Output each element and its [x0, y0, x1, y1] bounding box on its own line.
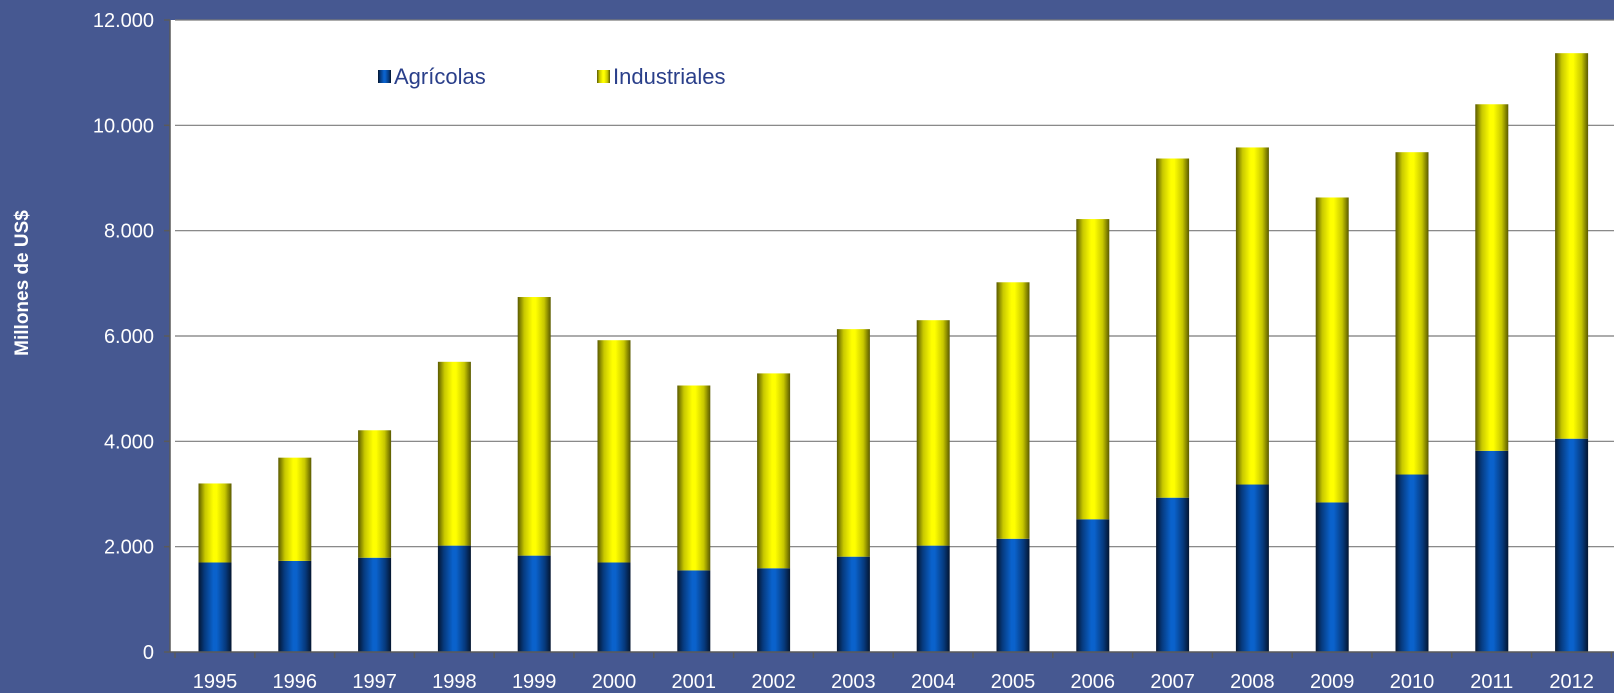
bar-agricolas-2002	[757, 568, 791, 652]
y-tick-label-3: 6.000	[104, 326, 154, 348]
x-tick-label-2004: 2004	[911, 671, 956, 693]
bar-agricolas-2004	[916, 545, 950, 652]
bar-industriales-2004	[916, 320, 950, 546]
bar-industriales-2005	[996, 282, 1030, 539]
x-tick-label-2002: 2002	[751, 671, 796, 693]
bar-industriales-2001	[677, 385, 711, 571]
legend-label-agricolas: Agrícolas	[394, 64, 486, 89]
bar-industriales-2002	[757, 373, 791, 569]
x-tick-label-2007: 2007	[1150, 671, 1195, 693]
x-tick-label-2008: 2008	[1230, 671, 1275, 693]
bar-agricolas-1998	[437, 545, 471, 652]
x-tick-label-1999: 1999	[512, 671, 557, 693]
bar-agricolas-2012	[1555, 438, 1589, 652]
x-tick-label-2000: 2000	[592, 671, 637, 693]
x-tick-label-2011: 2011	[1470, 671, 1513, 693]
bar-industriales-1995	[198, 483, 232, 563]
bar-agricolas-2011	[1475, 450, 1509, 652]
x-tick-label-1996: 1996	[273, 671, 318, 693]
bar-industriales-2003	[836, 329, 870, 557]
x-tick-label-2005: 2005	[991, 671, 1036, 693]
legend: Agrícolas Industriales	[378, 64, 726, 89]
bar-industriales-1999	[517, 297, 551, 556]
y-tick-label-0: 0	[143, 642, 154, 664]
x-tick-label-1998: 1998	[432, 671, 477, 693]
bar-industriales-1996	[278, 457, 312, 561]
bar-agricolas-2006	[1076, 519, 1110, 652]
x-tick-label-2001: 2001	[672, 671, 717, 693]
gridlines	[175, 19, 1614, 548]
bar-agricolas-2003	[836, 556, 870, 652]
bar-agricolas-1995	[198, 562, 232, 652]
bar-agricolas-1999	[517, 555, 551, 652]
bar-agricolas-1996	[278, 560, 312, 652]
y-tick-label-4: 8.000	[104, 221, 154, 243]
x-tick-label-2009: 2009	[1310, 671, 1355, 693]
bar-industriales-2007	[1156, 158, 1190, 498]
y-tick-label-6: 12.000	[93, 10, 154, 32]
bar-industriales-2009	[1315, 197, 1349, 503]
legend-swatch-industriales	[597, 70, 610, 83]
legend-swatch-agricolas	[378, 70, 391, 83]
bar-agricolas-1997	[358, 557, 392, 652]
bar-industriales-2012	[1555, 53, 1589, 439]
bar-agricolas-2001	[677, 570, 711, 652]
y-tick-label-5: 10.000	[93, 115, 154, 137]
bar-industriales-2011	[1475, 104, 1509, 451]
x-tick-label-1995: 1995	[193, 671, 238, 693]
bar-agricolas-2007	[1156, 497, 1190, 652]
axes	[164, 19, 1614, 658]
y-axis-label: Millones de US$	[12, 210, 33, 356]
y-tick-label-1: 2.000	[104, 537, 154, 559]
bars	[198, 53, 1589, 652]
x-tick-label-1997: 1997	[352, 671, 397, 693]
y-tick-labels: 0 2.000 4.000 6.000 8.000 10.000 12.000	[93, 10, 154, 664]
bar-industriales-2000	[597, 340, 631, 563]
legend-label-industriales: Industriales	[613, 64, 726, 89]
x-tick-label-2010: 2010	[1390, 671, 1435, 693]
x-tick-label-2006: 2006	[1071, 671, 1116, 693]
bar-agricolas-2008	[1235, 484, 1269, 652]
bar-agricolas-2000	[597, 562, 631, 652]
bar-agricolas-2005	[996, 538, 1030, 652]
bar-industriales-2006	[1076, 219, 1110, 520]
bar-agricolas-2009	[1315, 502, 1349, 652]
x-tick-label-2003: 2003	[831, 671, 876, 693]
bar-industriales-2010	[1395, 152, 1429, 475]
bar-industriales-1997	[358, 430, 392, 558]
x-tick-labels: 1995 1996 1997 1998 1999 2000 2001 2002 2003 2004…	[193, 671, 1594, 693]
bar-industriales-2008	[1235, 147, 1269, 485]
bar-agricolas-2010	[1395, 474, 1429, 652]
y-tick-label-2: 4.000	[104, 431, 154, 453]
bar-industriales-1998	[437, 361, 471, 546]
x-tick-label-2012: 2012	[1549, 671, 1594, 693]
